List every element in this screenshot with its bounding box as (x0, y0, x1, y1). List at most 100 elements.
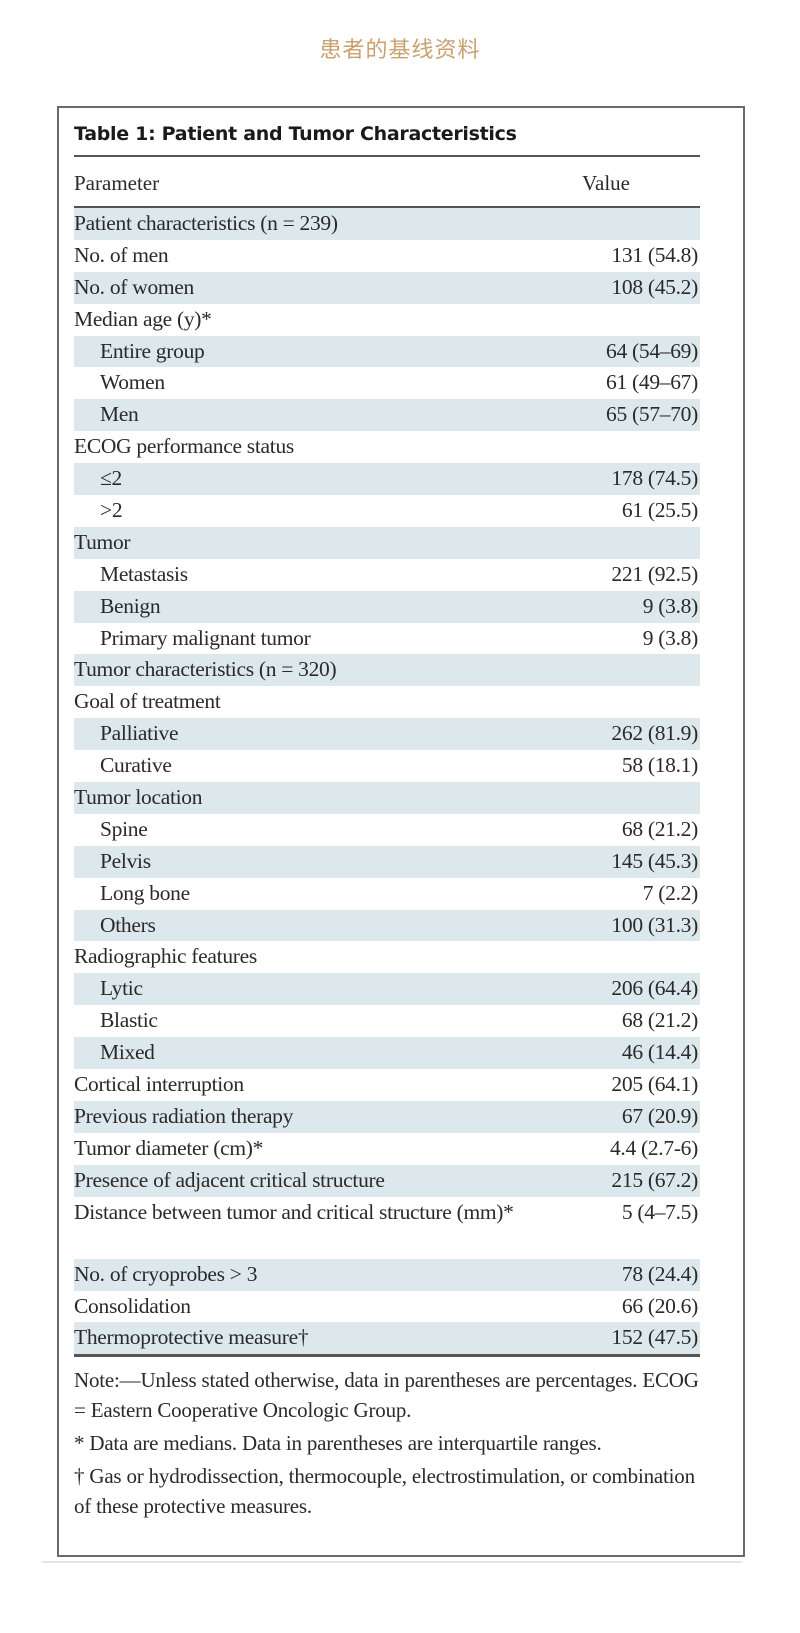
row-value: 65 (57–70) (606, 402, 698, 427)
table-title: Table 1: Patient and Tumor Characteristi… (74, 108, 700, 157)
row-parameter: Thermoprotective measure† (74, 1325, 309, 1350)
table-row: Primary malignant tumor 9 (3.8) (74, 623, 700, 655)
row-value: 221 (92.5) (611, 561, 698, 586)
row-parameter: No. of women (74, 274, 195, 299)
row-parameter: Others (100, 912, 156, 937)
table-header: Parameter Value (74, 157, 700, 208)
table-row: Metastasis 221 (92.5) (74, 559, 700, 591)
row-value: 64 (54–69) (606, 338, 698, 363)
row-value: 145 (45.3) (611, 848, 698, 873)
table-row: Tumor location (74, 782, 700, 814)
row-value: 9 (3.8) (642, 593, 699, 618)
table-row: Pelvis 145 (45.3) (74, 845, 700, 878)
row-value: 68 (21.2) (621, 816, 698, 841)
row-parameter: ≤2 (100, 466, 122, 491)
row-value (698, 208, 700, 240)
row-value: 205 (64.1) (611, 1072, 698, 1097)
row-value: 58 (18.1) (621, 753, 698, 778)
row-value (698, 686, 700, 718)
row-parameter: Distance between tumor and critical stru… (74, 1199, 514, 1224)
row-value (698, 431, 700, 463)
row-parameter: Cortical interruption (74, 1072, 244, 1097)
table-row: Palliative 262 (81.9) (74, 718, 700, 751)
page-title: 患者的基线资料 (319, 38, 481, 63)
row-value: 178 (74.5) (611, 466, 698, 491)
table-row: Mixed 46 (14.4) (74, 1037, 700, 1070)
table-row: Goal of treatment (74, 686, 700, 718)
header-parameter: Parameter (74, 171, 160, 195)
table-row: Tumor (74, 526, 700, 559)
row-parameter: Goal of treatment (74, 689, 221, 714)
row-parameter: Women (100, 370, 165, 395)
row-parameter: Consolidation (74, 1293, 191, 1318)
row-value (698, 782, 700, 814)
row-parameter: ECOG performance status (74, 434, 294, 459)
row-parameter: Tumor diameter (cm)* (74, 1135, 264, 1160)
row-parameter: Metastasis (100, 561, 188, 586)
footnote: Note:—Unless stated otherwise, data in p… (74, 1368, 699, 1423)
table-row: No. of cryoprobes > 3 78 (24.4) (74, 1258, 700, 1291)
table-row: ≤2 178 (74.5) (74, 463, 700, 496)
row-parameter: Blastic (100, 1008, 158, 1033)
table-card: Table 1: Patient and Tumor Characteristi… (57, 106, 745, 1557)
table-row: Curative 58 (18.1) (74, 750, 700, 782)
row-value: 46 (14.4) (621, 1040, 698, 1065)
header-value: Value (582, 171, 630, 195)
table-row: Others 100 (31.3) (74, 909, 700, 942)
table-row: Blastic 68 (21.2) (74, 1005, 700, 1037)
table-row: No. of men 131 (54.8) (74, 240, 700, 272)
row-value: 9 (3.8) (642, 625, 699, 650)
row-parameter: Curative (100, 753, 172, 778)
table-row: ECOG performance status (74, 431, 700, 463)
table-row: Radiographic features (74, 941, 700, 973)
table-notes: Note:—Unless stated otherwise, data in p… (74, 1365, 700, 1521)
table-row: Thermoprotective measure† 152 (47.5) (74, 1322, 700, 1355)
table-row: Spine 68 (21.2) (74, 814, 700, 846)
row-parameter: Tumor characteristics (n = 320) (74, 657, 337, 682)
table-row: Lytic 206 (64.4) (74, 973, 700, 1006)
row-parameter: Median age (y)* (74, 306, 212, 331)
row-parameter: Previous radiation therapy (74, 1103, 294, 1128)
footnote: † Gas or hydrodissection, thermocouple, … (74, 1464, 695, 1519)
row-parameter: Patient characteristics (n = 239) (74, 211, 338, 235)
table-row: Cortical interruption 205 (64.1) (74, 1069, 700, 1101)
row-value: 68 (21.2) (621, 1008, 698, 1033)
row-value: 215 (67.2) (611, 1167, 698, 1192)
row-value: 66 (20.6) (621, 1293, 698, 1318)
row-value: 61 (25.5) (621, 498, 698, 523)
row-parameter: Men (100, 402, 139, 427)
table-row: Benign 9 (3.8) (74, 590, 700, 623)
row-parameter: Spine (100, 816, 148, 841)
row-parameter: Lytic (100, 976, 143, 1001)
row-value: 78 (24.4) (621, 1261, 698, 1286)
table-row: No. of women 108 (45.2) (74, 271, 700, 304)
row-value: 152 (47.5) (611, 1325, 698, 1350)
table-row: Consolidation 66 (20.6) (74, 1291, 700, 1323)
row-parameter: Palliative (100, 721, 179, 746)
row-value (698, 941, 700, 973)
table-row: Long bone 7 (2.2) (74, 878, 700, 910)
row-value (698, 304, 700, 336)
table-row: Men 65 (57–70) (74, 399, 700, 432)
row-value: 108 (45.2) (611, 274, 698, 299)
table-row: Women 61 (49–67) (74, 367, 700, 399)
row-value: 206 (64.4) (611, 976, 698, 1001)
row-parameter: No. of men (74, 242, 169, 267)
row-parameter: Tumor location (74, 785, 203, 810)
row-parameter: Primary malignant tumor (100, 625, 311, 650)
row-value: 67 (20.9) (621, 1103, 698, 1128)
row-value: 5 (4–7.5) (621, 1199, 698, 1224)
row-value: 100 (31.3) (611, 912, 698, 937)
table-row: Median age (y)* (74, 304, 700, 336)
table-row: Presence of adjacent critical structure 2… (74, 1164, 700, 1197)
table-row: Distance between tumor and critical stru… (74, 1197, 700, 1259)
row-value: 61 (49–67) (606, 370, 698, 395)
row-parameter: >2 (100, 498, 123, 523)
row-parameter: Entire group (100, 338, 205, 363)
row-parameter: Radiographic features (74, 944, 257, 969)
table-row: >2 61 (25.5) (74, 495, 700, 527)
row-value: 4.4 (2.7-6) (609, 1135, 698, 1160)
table-row: Tumor characteristics (n = 320) (74, 654, 700, 687)
row-parameter: No. of cryoprobes > 3 (74, 1261, 258, 1286)
row-parameter: Pelvis (100, 848, 151, 873)
